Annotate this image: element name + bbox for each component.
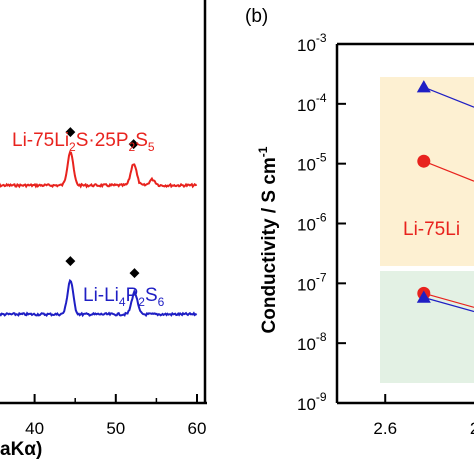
series-trend-line: [423, 292, 474, 308]
panel-b: Li-75Li 10-3 10-4 10-5 10-6 10-7 10-8 10-9 2.6 2…: [256, 31, 474, 438]
panel-a-tick-labels: 40 50 60: [25, 419, 206, 438]
panel-a-x-axis-title: aKα): [0, 439, 42, 460]
panel-b-tick-labels: 10-3 10-4 10-5 10-6 10-7 10-8 10-9 2.6 2.8: [297, 31, 474, 438]
y-tick-label: 10-5: [297, 151, 327, 175]
y-tick-label: 10-7: [297, 270, 327, 294]
series-trend-line: [423, 160, 474, 182]
series-line-li-75li2s: [0, 150, 198, 189]
series-trend-line: [423, 296, 474, 313]
panel-b-label: (b): [245, 6, 268, 27]
panel-a: 40 50 60 aKα) ◆ ◆ ◆ ◆ Li-75Li2S·25P2S5 Li-Li4…: [0, 0, 207, 460]
y-tick-label: 10-6: [297, 211, 327, 235]
x-tick-label-50: 50: [106, 419, 125, 438]
data-point-triangle: [416, 290, 431, 303]
x-tick-label-2.8: 2.8: [470, 419, 474, 438]
series-line-li-li4p2s6: [0, 278, 198, 318]
peak-marker: ◆: [129, 264, 139, 279]
panel-b-ticks: [337, 43, 387, 404]
series-trend-line: [423, 86, 474, 108]
data-point-circle: [417, 154, 431, 168]
y-tick-label: 10-8: [297, 330, 327, 354]
panel-a-ticks: [33, 394, 198, 403]
y-tick-label: 10-4: [297, 91, 327, 115]
peak-marker: ◆: [129, 135, 139, 150]
label-li-li4p2s6: Li-Li4P2S6: [83, 285, 165, 309]
y-tick-label: 10-9: [297, 390, 327, 414]
label-li-75li2s: Li-75Li2S·25P2S5: [12, 130, 155, 154]
peak-marker: ◆: [65, 252, 75, 267]
panel-b-y-axis-title: Conductivity / S cm-1: [256, 146, 280, 333]
x-tick-label-60: 60: [188, 419, 207, 438]
y-tick-label: 10-3: [297, 31, 327, 55]
x-tick-label-2.6: 2.6: [373, 419, 397, 438]
peak-marker: ◆: [65, 123, 75, 138]
x-tick-label-40: 40: [25, 419, 44, 438]
upper-region: [380, 77, 474, 266]
data-point-triangle: [416, 80, 431, 93]
panel-b-points: [416, 80, 474, 313]
region-label: Li-75Li: [403, 219, 460, 240]
peak-markers: ◆ ◆ ◆ ◆: [65, 123, 139, 279]
